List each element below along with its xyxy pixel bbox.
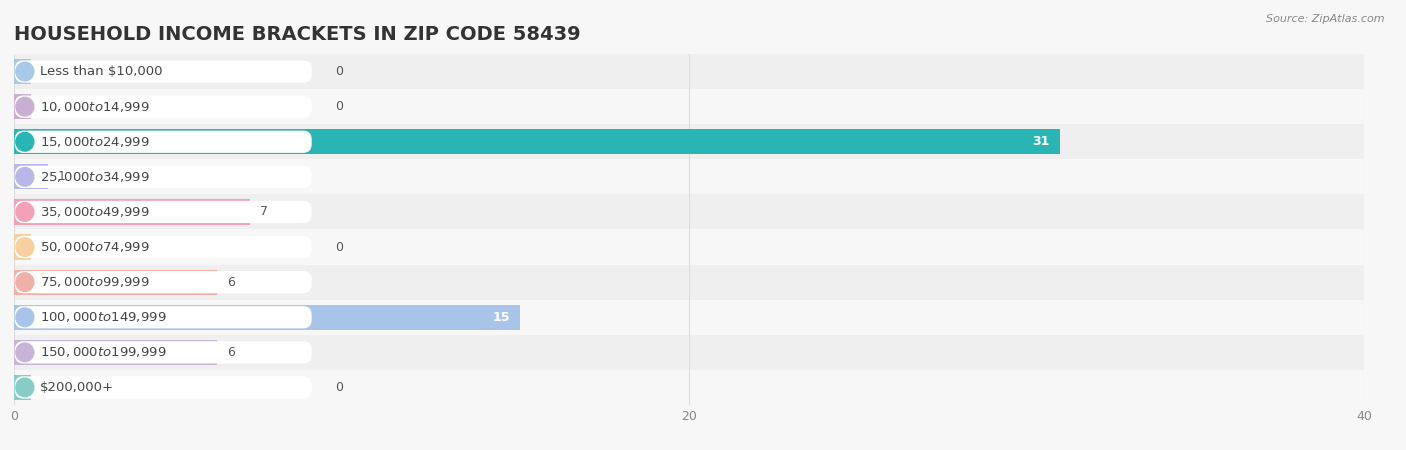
Text: HOUSEHOLD INCOME BRACKETS IN ZIP CODE 58439: HOUSEHOLD INCOME BRACKETS IN ZIP CODE 58… [14,25,581,44]
Bar [14,340,217,365]
Circle shape [15,132,34,151]
Bar [14,54,1406,89]
Bar [14,335,1406,370]
FancyBboxPatch shape [14,130,312,153]
FancyBboxPatch shape [14,236,312,258]
FancyBboxPatch shape [14,341,312,364]
Bar [14,305,520,330]
Bar [14,375,31,400]
FancyBboxPatch shape [14,271,312,293]
Text: 0: 0 [335,381,343,394]
Text: 0: 0 [335,65,343,78]
Text: $150,000 to $199,999: $150,000 to $199,999 [39,345,166,360]
Bar [14,300,1406,335]
FancyBboxPatch shape [14,201,312,223]
Text: Source: ZipAtlas.com: Source: ZipAtlas.com [1267,14,1385,23]
FancyBboxPatch shape [14,95,312,118]
Text: 6: 6 [226,346,235,359]
Bar [14,129,1060,154]
Circle shape [15,202,34,221]
Bar [14,270,217,295]
Circle shape [15,167,34,186]
Text: 0: 0 [335,100,343,113]
Text: 6: 6 [226,276,235,288]
Text: $75,000 to $99,999: $75,000 to $99,999 [39,275,149,289]
Bar [14,194,1406,230]
Bar [14,94,31,119]
Text: 15: 15 [492,311,510,324]
Circle shape [15,343,34,362]
Text: 31: 31 [1032,135,1050,148]
Bar [14,159,1406,194]
Text: $100,000 to $149,999: $100,000 to $149,999 [39,310,166,324]
FancyBboxPatch shape [14,166,312,188]
Text: 7: 7 [260,206,269,218]
FancyBboxPatch shape [14,306,312,328]
Circle shape [15,378,34,397]
Bar [14,164,48,189]
Text: $200,000+: $200,000+ [39,381,114,394]
FancyBboxPatch shape [14,376,312,399]
Bar [14,199,250,225]
Circle shape [15,308,34,327]
Text: $35,000 to $49,999: $35,000 to $49,999 [39,205,149,219]
Circle shape [15,273,34,292]
Text: $50,000 to $74,999: $50,000 to $74,999 [39,240,149,254]
Bar [14,370,1406,405]
Text: $15,000 to $24,999: $15,000 to $24,999 [39,135,149,149]
Bar [14,230,1406,265]
Text: Less than $10,000: Less than $10,000 [39,65,163,78]
Circle shape [15,97,34,116]
Text: $25,000 to $34,999: $25,000 to $34,999 [39,170,149,184]
Circle shape [15,238,34,256]
Text: 1: 1 [58,171,66,183]
Text: $10,000 to $14,999: $10,000 to $14,999 [39,99,149,114]
Bar [14,265,1406,300]
Bar [14,124,1406,159]
Circle shape [15,62,34,81]
FancyBboxPatch shape [14,60,312,83]
Bar [14,234,31,260]
Text: 0: 0 [335,241,343,253]
Bar [14,59,31,84]
Bar [14,89,1406,124]
